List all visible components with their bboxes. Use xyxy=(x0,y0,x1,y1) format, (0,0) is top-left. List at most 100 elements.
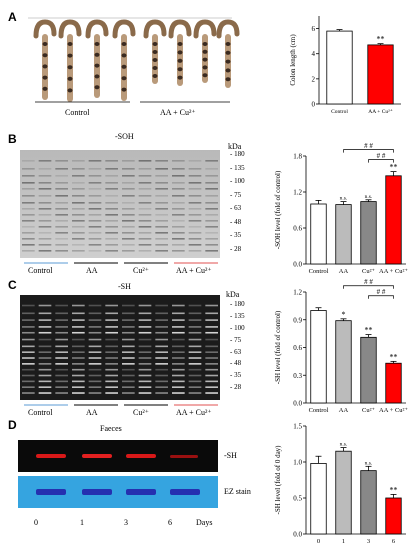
colon-specimen xyxy=(216,19,240,88)
y-tick-label: 0.5 xyxy=(293,495,302,503)
marker-label: - 75 xyxy=(230,190,242,199)
significance-label: ** xyxy=(390,352,398,361)
bar xyxy=(385,497,402,535)
y-tick-label: 0.6 xyxy=(293,225,302,233)
bar xyxy=(310,203,327,265)
marker-label: - 180 xyxy=(230,150,245,158)
category-label: Cu²⁺ xyxy=(362,407,375,414)
faeces-ez-stain xyxy=(18,476,218,508)
significance-label: ** xyxy=(365,326,373,335)
category-label: Control xyxy=(309,407,329,414)
blot-title-d: Faeces xyxy=(100,424,122,433)
colon-specimen xyxy=(168,19,192,86)
colon-specimen xyxy=(58,19,82,102)
comparison-bracket xyxy=(368,295,394,299)
category-label: 6 xyxy=(392,538,396,545)
significance-label: * xyxy=(342,310,346,319)
category-label: 0 xyxy=(317,538,320,545)
lane-label-aa-c: AA xyxy=(86,408,98,417)
marker-label: - 100 xyxy=(230,323,245,332)
significance-label: ** xyxy=(390,485,398,494)
comparison-bracket xyxy=(368,159,394,163)
y-axis-label: -SOH level (fold of control) xyxy=(274,170,282,249)
category-label: Control xyxy=(309,268,329,275)
chart-colon-length: 0 2 4 6 Colon length (cm) Control ** AA + Cu²⁺ xyxy=(289,16,401,115)
marker-label: - 63 xyxy=(230,347,242,356)
lane-label-aa-b: AA xyxy=(86,266,98,275)
marker-label: - 48 xyxy=(230,359,242,368)
markers-b: - 180 - 135 - 100 - 75 - 63 - 48 - 35 - 28 xyxy=(226,150,256,258)
comparison-label: # # xyxy=(364,142,373,150)
y-tick-label: 1.2 xyxy=(293,189,302,197)
chart-soh-level: 0.0 0.6 1.2 1.8 -SOH level (fold of control)… xyxy=(274,142,408,275)
category-label: AA + Cu²⁺ xyxy=(379,407,408,414)
y-tick-label: 1.8 xyxy=(293,153,302,161)
lane-label-aacu-c: AA + Cu²⁺ xyxy=(176,408,212,417)
category-label: Control xyxy=(331,109,348,115)
y-tick-label: 0.9 xyxy=(293,316,302,324)
y-tick-label: 0.0 xyxy=(293,531,302,539)
lane-label-aacu-b: AA + Cu²⁺ xyxy=(176,266,212,275)
lane-label-cu-b: Cu²⁺ xyxy=(133,266,149,275)
comparison-label: # # xyxy=(377,288,386,296)
blot-soh xyxy=(20,150,220,258)
colon-specimen xyxy=(112,19,136,101)
chart-faeces-sh-level: 0.0 0.5 1.0 1.5 -SH level (fold of 0 day) 0 n.… xyxy=(274,423,406,545)
comparison-bracket xyxy=(343,149,394,153)
blot-title-c: -SH xyxy=(118,282,131,291)
day-label-1: 1 xyxy=(80,518,84,527)
y-tick-label: 0 xyxy=(312,101,316,109)
panel-letter-d: D xyxy=(8,418,17,432)
significance-label: ** xyxy=(390,163,398,172)
bar xyxy=(360,470,377,535)
y-tick-label: 4 xyxy=(312,50,316,58)
category-label: Cu²⁺ xyxy=(362,268,375,275)
colon-specimen xyxy=(85,19,109,98)
category-label: AA + Cu²⁺ xyxy=(379,268,408,275)
category-label: AA xyxy=(339,268,349,275)
colon-photo xyxy=(28,17,240,103)
kda-label-b: kDa xyxy=(228,142,242,151)
y-axis-label: Colon length (cm) xyxy=(289,34,297,86)
category-label: AA xyxy=(339,407,349,414)
lane-label-control-c: Control xyxy=(28,408,53,417)
y-axis-label: -SH level (fold of control) xyxy=(274,310,282,384)
group-label-treated: AA + Cu²⁺ xyxy=(160,108,196,117)
day-label-3: 3 xyxy=(124,518,128,527)
panel-letter-a: A xyxy=(8,10,17,24)
bar xyxy=(310,463,327,535)
y-axis-label: -SH level (fold of 0 day) xyxy=(274,445,282,515)
marker-label: - 135 xyxy=(230,163,245,172)
y-tick-label: 0.6 xyxy=(293,344,302,352)
panel-letter-c: C xyxy=(8,278,17,292)
bar xyxy=(367,44,394,105)
blot-sh xyxy=(20,295,220,400)
marker-label: - 180 xyxy=(230,300,245,308)
marker-label: - 35 xyxy=(230,231,242,239)
category-label: 3 xyxy=(367,538,370,545)
day-label-6: 6 xyxy=(168,518,172,527)
bar xyxy=(335,204,352,265)
y-tick-label: 0.0 xyxy=(293,400,302,408)
comparison-label: # # xyxy=(364,278,373,286)
significance-label: n.s. xyxy=(365,460,373,466)
row-label-sh: -SH xyxy=(224,451,237,460)
group-lines-b xyxy=(24,262,218,264)
colon-specimen xyxy=(143,19,167,84)
group-label-control: Control xyxy=(65,108,90,117)
bar xyxy=(385,362,402,404)
comparison-bracket xyxy=(343,285,394,289)
bar xyxy=(326,30,353,105)
marker-label: - 63 xyxy=(230,204,242,212)
y-tick-label: 1.5 xyxy=(293,423,302,431)
group-lines-c xyxy=(24,404,218,406)
bar xyxy=(335,320,352,404)
comparison-label: # # xyxy=(377,152,386,160)
significance-label: n.s. xyxy=(365,194,373,200)
bar xyxy=(310,310,327,404)
significance-label: ** xyxy=(377,35,385,44)
y-tick-label: 6 xyxy=(312,25,316,33)
colon-specimen xyxy=(33,19,57,100)
chart-sh-level: 0.0 0.3 0.6 0.9 1.2 -SH level (fold of contro… xyxy=(274,278,408,414)
y-tick-label: 1.0 xyxy=(293,459,302,467)
